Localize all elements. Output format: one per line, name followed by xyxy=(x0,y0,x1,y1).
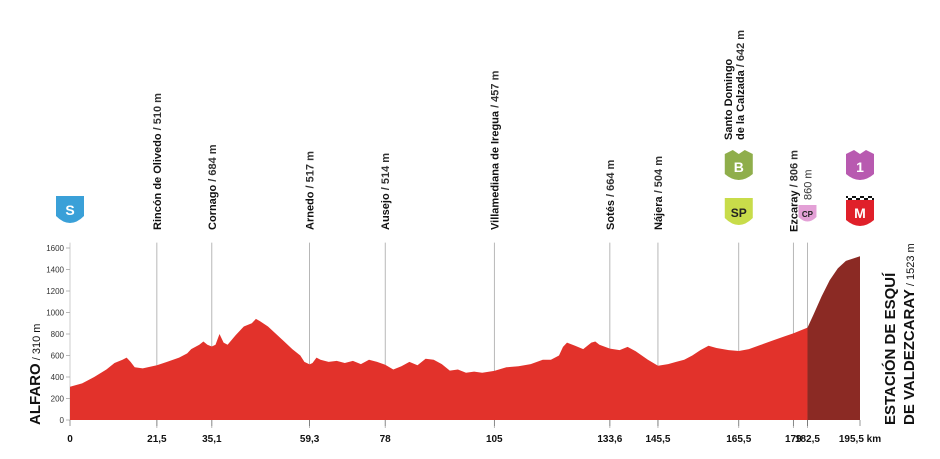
place-altitude: / 457 m xyxy=(489,70,501,111)
place-name: Ezcaray xyxy=(788,190,800,232)
start-altitude: / 310 m xyxy=(31,324,43,364)
x-tick-label: 21,5 xyxy=(147,434,167,445)
icon-shape xyxy=(846,200,874,226)
place-name: Rincón de Olivedo xyxy=(152,133,164,230)
place-name: Nájera xyxy=(653,195,665,230)
icon-shape xyxy=(56,196,84,223)
place-label: Ezcaray / 806 m xyxy=(788,150,800,232)
y-tick-label: 1200 xyxy=(46,287,64,296)
final-climb-area xyxy=(807,256,860,420)
checker-square xyxy=(856,198,858,200)
icon-label: CP xyxy=(802,210,814,219)
place-name: de la Calzada xyxy=(735,69,747,140)
finish-altitude: / 1523 m xyxy=(905,243,917,289)
mountain-category-icon: 1 xyxy=(846,150,874,180)
place-name: Villamediana de Iregua xyxy=(489,110,501,230)
checker-square xyxy=(846,196,848,198)
y-tick-label: 1000 xyxy=(46,309,64,318)
checker-square xyxy=(854,196,856,198)
icon-label: M xyxy=(854,205,866,221)
x-tick-label: 105 xyxy=(486,434,503,445)
y-tick-label: 800 xyxy=(51,330,65,339)
place-label: Cornago / 684 m xyxy=(207,144,219,230)
place-label: Sotés / 664 m xyxy=(605,159,617,230)
icon-shape xyxy=(724,150,753,180)
place-name: Sotés xyxy=(605,200,617,230)
place-altitude: / 642 m xyxy=(735,30,747,71)
x-tick-label: 78 xyxy=(380,434,392,445)
checker-square xyxy=(866,198,868,200)
place-name: Arnedo xyxy=(305,191,317,230)
x-tick-label: 59,3 xyxy=(300,434,320,445)
finish-icon: M xyxy=(846,196,874,226)
place-label: Santo Domingo xyxy=(723,58,735,140)
bonus-icon: B xyxy=(724,150,753,180)
checker-square xyxy=(862,196,864,198)
checker-square xyxy=(860,196,862,198)
x-tick-label: 145,5 xyxy=(645,434,670,445)
profile-area xyxy=(70,318,808,420)
x-tick-label: 133,6 xyxy=(597,434,622,445)
place-label: Arnedo / 517 m xyxy=(305,151,317,230)
x-tick-label: 0 xyxy=(67,434,73,445)
checkpoint-icon: CP xyxy=(798,205,817,222)
checker-square xyxy=(870,196,872,198)
icon-label: SP xyxy=(731,206,747,220)
start-label: ALFARO / 310 m xyxy=(27,324,44,425)
place-altitude: / 504 m xyxy=(653,156,665,197)
place-label: Villamediana de Iregua / 457 m xyxy=(489,70,501,230)
checker-square xyxy=(868,196,870,198)
x-tick-label: 182,5 xyxy=(795,434,820,445)
icon-shape xyxy=(798,205,817,222)
place-label: de la Calzada / 642 m xyxy=(735,30,747,140)
finish-name: DE VALDEZCARAY xyxy=(901,289,918,425)
place-label: 860 m xyxy=(802,169,814,200)
place-altitude: / 806 m xyxy=(788,150,800,191)
checker-square xyxy=(848,198,850,200)
checker-square xyxy=(872,198,874,200)
y-tick-label: 600 xyxy=(51,352,65,361)
place-altitude: / 517 m xyxy=(305,151,317,192)
start-icon: S xyxy=(56,196,84,223)
x-tick-label: 179 xyxy=(785,434,802,445)
place-altitude: / 510 m xyxy=(152,93,164,134)
start-name: ALFARO xyxy=(27,363,44,425)
place-name: Cornago xyxy=(207,185,219,231)
finish-label-line1: ESTACIÓN DE ESQUÍ xyxy=(881,272,899,425)
y-tick-label: 400 xyxy=(51,373,65,382)
icon-label: 1 xyxy=(856,159,864,175)
finish-label-line2: DE VALDEZCARAY / 1523 m xyxy=(901,243,918,425)
icon-shape xyxy=(724,198,753,225)
y-tick-label: 1400 xyxy=(46,266,64,275)
y-tick-label: 0 xyxy=(60,416,65,425)
x-tick-label: 165,5 xyxy=(726,434,751,445)
place-name: Ausejo xyxy=(380,193,392,230)
icon-shape xyxy=(846,150,874,180)
checker-square xyxy=(850,198,852,200)
checker-square xyxy=(864,198,866,200)
place-altitude: / 664 m xyxy=(605,159,617,200)
place-label: Ausejo / 514 m xyxy=(380,153,392,230)
x-tick-label: 195,5 km xyxy=(839,434,881,445)
checker-square xyxy=(858,198,860,200)
icon-label: S xyxy=(65,202,74,218)
place-altitude: / 514 m xyxy=(380,153,392,194)
y-tick-label: 200 xyxy=(51,395,65,404)
sprint-icon: SP xyxy=(724,198,753,225)
checker-square xyxy=(852,196,854,198)
icon-label: B xyxy=(734,159,744,175)
place-label: Rincón de Olivedo / 510 m xyxy=(152,93,164,230)
place-label: Nájera / 504 m xyxy=(653,156,665,230)
x-tick-label: 35,1 xyxy=(202,434,222,445)
y-tick-label: 1600 xyxy=(46,244,64,253)
place-altitude: / 684 m xyxy=(207,144,219,185)
